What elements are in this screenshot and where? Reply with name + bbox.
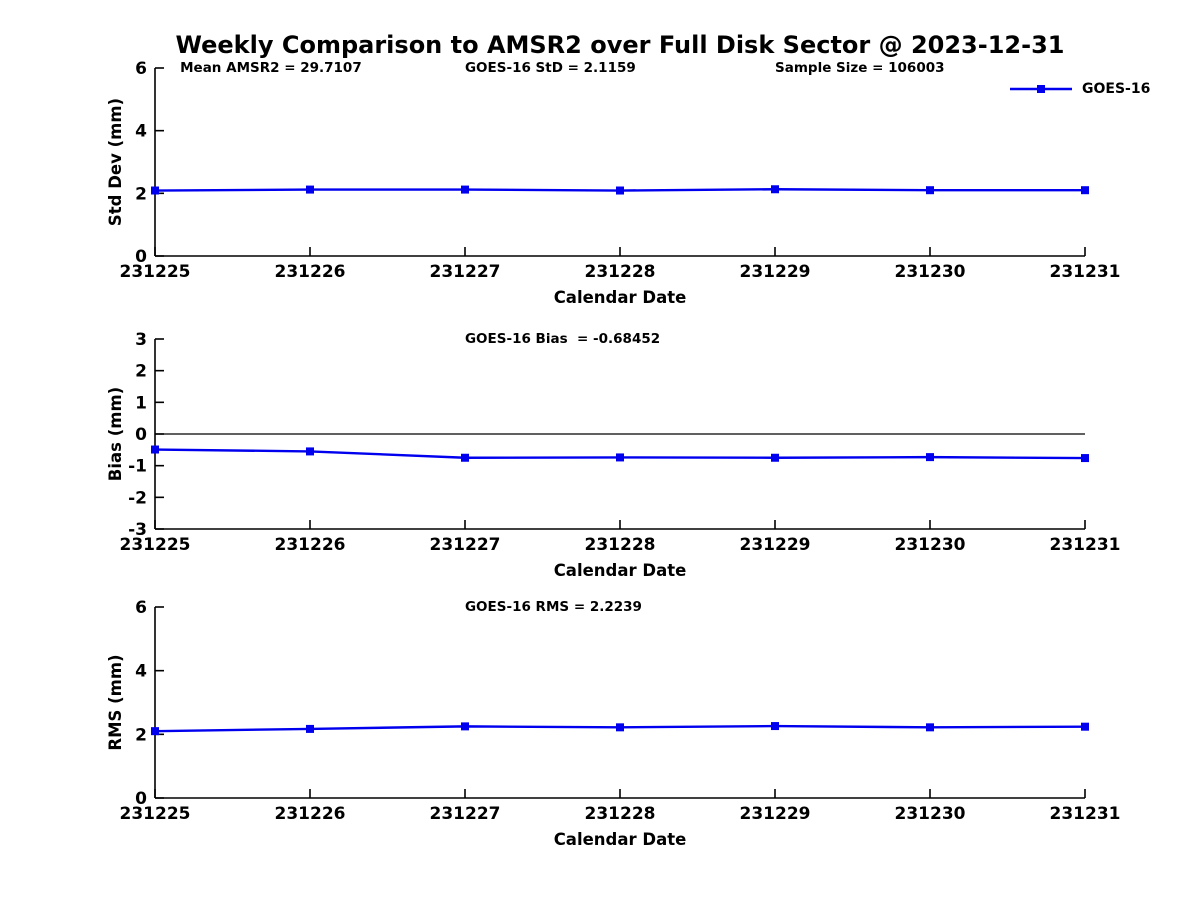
goes-16-data-marker: [461, 185, 469, 194]
goes-16-data-marker: [306, 447, 314, 456]
y-axis-label: RMS (mm): [106, 654, 125, 750]
panel-rms: 231225 231226 231227 231228 231229 231230 2312…: [106, 598, 1120, 849]
y-tick-label: 4: [135, 662, 147, 682]
x-tick-label: 231225: [120, 804, 191, 824]
x-tick-label: 231225: [120, 262, 191, 282]
goes-16-data-marker: [926, 186, 934, 195]
goes-16-data-marker: [926, 723, 934, 732]
panel-std-dev: 231225 231226 231227 231228 231229 231230 2312…: [106, 59, 1120, 307]
x-tick-label: 231227: [430, 535, 501, 555]
goes-16-data-marker: [771, 185, 779, 194]
panel-annotation: GOES-16 StD = 2.1159: [465, 60, 636, 76]
y-tick-label: 2: [135, 362, 147, 382]
x-tick-label: 231231: [1050, 262, 1121, 282]
x-tick-label: 231228: [585, 535, 656, 555]
y-tick-label: 0: [135, 425, 147, 445]
goes-16-data-marker: [616, 723, 624, 732]
y-tick-label: 3: [135, 330, 147, 350]
x-tick-label: 231226: [275, 262, 346, 282]
y-tick-label: -2: [128, 488, 147, 508]
panel-annotation: Sample Size = 106003: [775, 60, 944, 76]
x-tick-label: 231227: [430, 262, 501, 282]
y-tick-label: 0: [135, 789, 147, 809]
x-tick-label: 231228: [585, 804, 656, 824]
y-axis-label: Bias (mm): [106, 387, 125, 481]
legend-label: GOES-16: [1082, 81, 1151, 97]
figure-title: Weekly Comparison to AMSR2 over Full Dis…: [175, 31, 1065, 59]
goes-16-data-marker: [461, 453, 469, 462]
goes-16-data-marker: [616, 186, 624, 195]
y-axis-label: Std Dev (mm): [106, 98, 125, 226]
legend: GOES-16: [1008, 80, 1150, 98]
goes-16-data-marker: [306, 724, 314, 733]
x-tick-label: 231226: [275, 535, 346, 555]
panel-annotation: GOES-16 RMS = 2.2239: [465, 599, 642, 615]
goes-16-data-marker: [151, 186, 159, 195]
goes-16-data-marker: [1081, 722, 1089, 731]
panel-annotation: GOES-16 Bias = -0.68452: [465, 331, 660, 347]
x-tick-label: 231230: [895, 804, 966, 824]
x-tick-label: 231230: [895, 262, 966, 282]
y-tick-label: 1: [135, 393, 147, 413]
goes-16-data-marker: [461, 722, 469, 731]
x-tick-label: 231229: [740, 804, 811, 824]
goes-16-data-marker: [616, 453, 624, 462]
goes-16-data-marker: [151, 727, 159, 736]
goes-16-data-marker: [926, 453, 934, 462]
x-tick-label: 231228: [585, 262, 656, 282]
y-tick-label: 6: [135, 59, 147, 79]
x-tick-label: 231226: [275, 804, 346, 824]
y-tick-label: 2: [135, 725, 147, 745]
x-tick-label: 231227: [430, 804, 501, 824]
goes-16-data-marker: [771, 453, 779, 462]
goes-16-data-marker: [1081, 186, 1089, 195]
y-tick-label: 2: [135, 184, 147, 204]
x-axis-label: Calendar Date: [554, 288, 687, 307]
x-tick-label: 231231: [1050, 804, 1121, 824]
x-tick-label: 231229: [740, 262, 811, 282]
legend-line-sample-icon: [1010, 85, 1072, 93]
x-tick-label: 231230: [895, 535, 966, 555]
y-tick-label: -3: [128, 520, 147, 540]
panel-bias: 231225 231226 231227 231228 231229 231230 2312…: [106, 330, 1120, 580]
goes-16-data-marker: [1081, 454, 1089, 463]
x-axis-label: Calendar Date: [554, 830, 687, 849]
y-tick-label: 4: [135, 122, 147, 142]
goes-16-data-marker: [151, 445, 159, 454]
x-tick-label: 231231: [1050, 535, 1121, 555]
x-axis-label: Calendar Date: [554, 561, 687, 580]
panel-annotation: Mean AMSR2 = 29.7107: [180, 60, 362, 76]
y-tick-label: 0: [135, 247, 147, 267]
goes-16-data-marker: [306, 185, 314, 194]
goes-16-data-marker: [771, 722, 779, 731]
y-tick-label: -1: [128, 457, 147, 477]
y-tick-label: 6: [135, 598, 147, 618]
x-tick-label: 231225: [120, 535, 191, 555]
x-tick-label: 231229: [740, 535, 811, 555]
